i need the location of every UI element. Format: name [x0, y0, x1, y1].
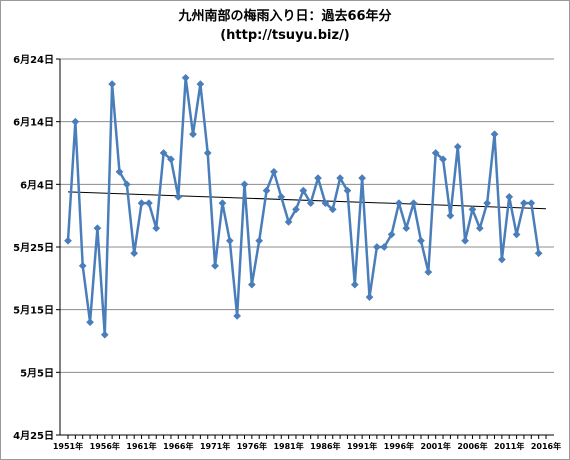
trend-layer [67, 191, 547, 210]
data-point [424, 268, 433, 277]
chart-title: 九州南部の梅雨入り日：過去66年分 [177, 8, 391, 24]
data-point [255, 236, 264, 245]
data-point [152, 224, 161, 233]
data-point [343, 186, 352, 195]
x-tick-label: 2016年 [531, 441, 561, 451]
data-point [402, 224, 411, 233]
data-point [358, 174, 367, 183]
data-point [453, 142, 462, 151]
data-point [277, 192, 286, 201]
data-point [196, 80, 205, 89]
data-point [409, 199, 418, 208]
data-point [86, 318, 95, 327]
data-point [218, 199, 227, 208]
data-point [431, 149, 440, 157]
data-point [365, 293, 374, 302]
data-point [122, 180, 131, 189]
data-point [167, 155, 175, 164]
data-point [181, 73, 190, 82]
data-point [497, 255, 506, 264]
y-tick-label: 5月5日 [20, 367, 54, 379]
x-tick-label: 1991年 [347, 441, 377, 451]
data-point [490, 130, 499, 139]
data-point [534, 249, 543, 258]
x-tick-label: 1971年 [200, 441, 230, 451]
data-point [527, 199, 536, 208]
y-tick-labels: 4月25日 5月5日 5月15日 5月25日 6月4日 6月14日 6月24日 [13, 54, 54, 442]
x-tick-label: 2011年 [494, 441, 524, 451]
data-point [203, 149, 212, 157]
x-tick-label: 1966年 [163, 441, 193, 451]
x-tick-label: 1961年 [126, 441, 156, 451]
data-point [468, 205, 477, 214]
data-point [314, 174, 322, 183]
trend-line [67, 191, 547, 210]
data-point [174, 192, 183, 201]
data-point [240, 180, 249, 189]
data-point [78, 261, 87, 270]
data-point [269, 167, 278, 176]
data-point [475, 224, 484, 233]
data-point [394, 199, 403, 208]
data-point [328, 205, 337, 214]
data-point [512, 230, 521, 239]
data-point [108, 80, 117, 89]
data-point [262, 186, 271, 195]
x-tick-label: 2006年 [457, 441, 487, 451]
chart-subtitle: (http://tsuyu.biz/) [220, 28, 350, 43]
y-tick-label: 6月24日 [13, 54, 54, 66]
x-tick-label: 1996年 [384, 441, 414, 451]
series-layer [64, 73, 543, 339]
data-point [306, 199, 315, 208]
data-point [144, 199, 153, 208]
data-point [505, 192, 514, 201]
x-tick-label: 1956年 [90, 441, 120, 451]
data-point [225, 236, 234, 245]
y-tick-label: 5月25日 [13, 242, 54, 254]
data-point [115, 167, 124, 176]
data-point [321, 199, 330, 208]
data-point [211, 261, 220, 270]
data-point [446, 211, 455, 220]
data-point [137, 199, 146, 208]
data-point [100, 330, 109, 339]
y-tick-label: 5月15日 [13, 305, 54, 317]
data-point [233, 311, 242, 320]
data-point [380, 243, 389, 251]
data-point [93, 224, 102, 233]
y-tick-label: 4月25日 [13, 430, 54, 442]
data-point [64, 236, 72, 245]
x-tick-label: 1976年 [237, 441, 267, 451]
data-point [417, 236, 425, 245]
x-tick-label: 2001年 [421, 441, 451, 451]
data-point [189, 130, 197, 139]
x-tick-labels: 1951年 1956年 1961年 1966年 1971年 1976年 1981年 1986年… [53, 441, 561, 451]
axis-layer [56, 58, 554, 439]
data-point [439, 155, 447, 164]
data-point [71, 117, 80, 126]
data-point [292, 205, 300, 214]
x-tick-label: 1986年 [310, 441, 340, 451]
data-point [461, 236, 470, 245]
x-tick-label: 1981年 [273, 441, 303, 451]
data-point [284, 217, 293, 226]
data-point [387, 230, 396, 239]
data-point [483, 199, 492, 208]
data-point [247, 280, 256, 289]
data-point [350, 280, 359, 289]
data-point [519, 199, 528, 208]
data-point [336, 174, 345, 183]
x-tick-label: 1951年 [53, 441, 83, 451]
y-tick-label: 6月4日 [20, 179, 54, 191]
y-tick-label: 6月14日 [13, 117, 54, 129]
data-point [299, 186, 308, 195]
data-point [159, 149, 168, 157]
data-point [372, 243, 381, 251]
data-point [130, 249, 139, 258]
